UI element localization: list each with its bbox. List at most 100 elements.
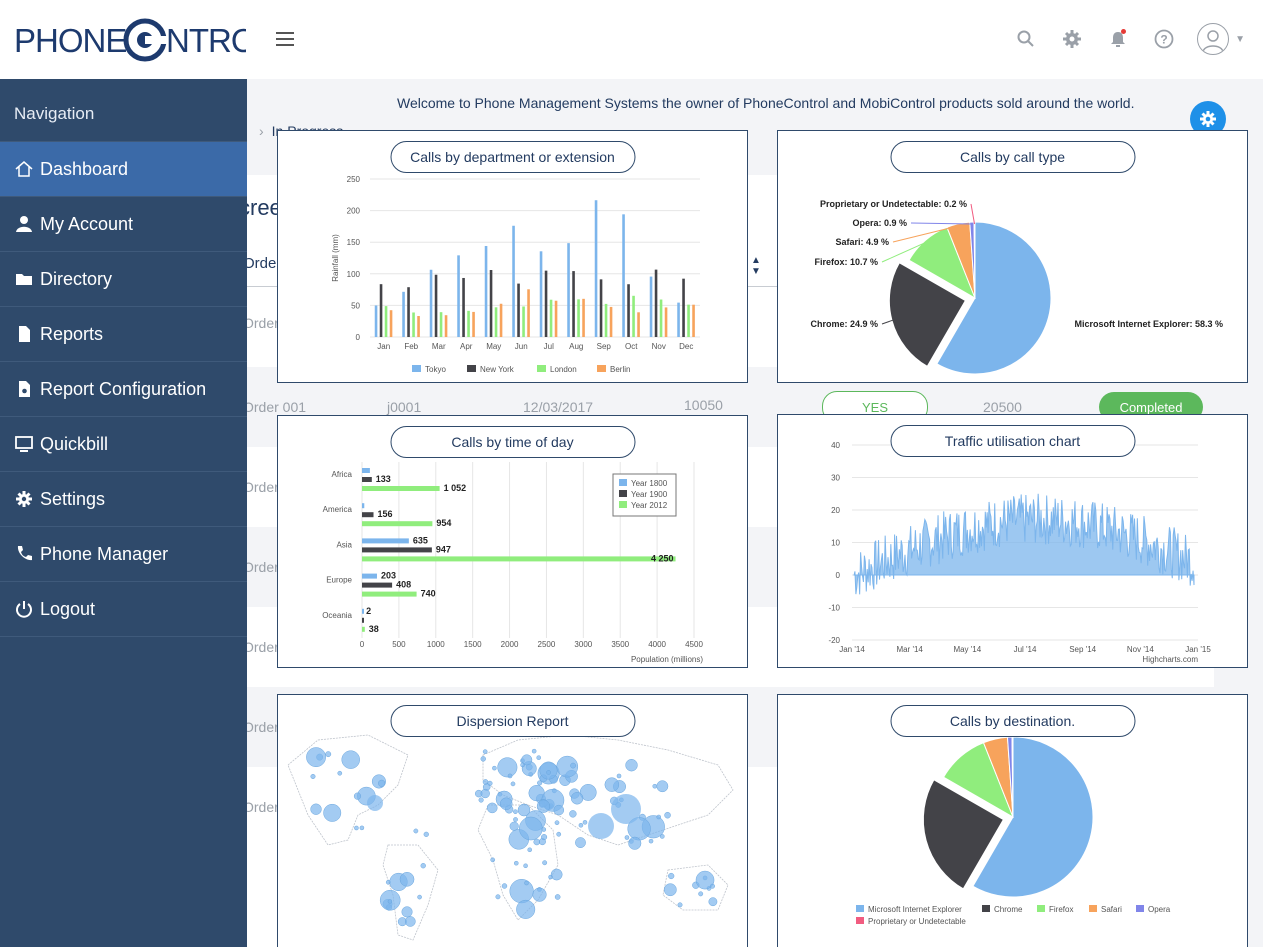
bar-tokyo (374, 305, 378, 337)
date-cell: 12/03/2017 (523, 399, 594, 415)
x-tick-label: 1500 (464, 640, 482, 649)
map-bubble (663, 883, 677, 897)
search-icon[interactable] (1013, 26, 1039, 52)
map-bubble (507, 773, 513, 779)
map-bubble (480, 788, 490, 799)
x-tick-label: 2000 (501, 640, 519, 649)
card-title-department[interactable]: Calls by department or extension (390, 141, 635, 173)
y-tick-label: 50 (351, 301, 360, 310)
table-row[interactable]: Order (247, 287, 1214, 367)
legend-label: Proprietary or Undetectable (868, 917, 966, 926)
bar-tokyo (484, 245, 488, 337)
table-row[interactable]: Order (247, 447, 1214, 527)
map-bubble (497, 757, 518, 778)
logo-mark: PHONE NTROL (14, 18, 274, 62)
gear-icon[interactable] (1059, 26, 1085, 52)
card-title-destination[interactable]: Calls by destination. (890, 705, 1135, 737)
bar-year-1900 (362, 477, 372, 482)
notification-dot (1121, 29, 1127, 34)
card-title-dispersion[interactable]: Dispersion Report (390, 705, 635, 737)
area-series (853, 493, 1195, 595)
data-label: 203 (381, 571, 396, 581)
x-tick-label: Nov '14 (1127, 645, 1154, 654)
top-bar: PHONE NTROL ? ▼ (0, 0, 1263, 79)
brand-logo[interactable]: PHONE NTROL (14, 16, 274, 64)
legend-swatch (1037, 905, 1045, 912)
bar-berlin (389, 310, 393, 337)
table-row[interactable]: Order (247, 607, 1214, 687)
sidebar-item-my-account[interactable]: My Account (0, 197, 247, 252)
map-bubble (378, 779, 386, 787)
bar-new-york (572, 271, 575, 337)
map-bubble (532, 887, 547, 902)
column-header-order[interactable]: Order (247, 255, 282, 272)
y-tick-label: Europe (326, 576, 352, 585)
data-label: Chrome: 24.9 % (810, 319, 878, 329)
y-tick-label: 200 (347, 207, 361, 216)
card-traffic-utilisation: 40 30 20 10 0 -10 -20 Jan '14 Mar '14 May '14 Jul … (777, 414, 1248, 668)
bell-icon[interactable] (1105, 26, 1131, 52)
bar-new-york (407, 287, 410, 337)
pie-slice-proprietary-or-undetectable (1011, 736, 1014, 818)
destination-pie-chart: Microsoft Internet Explorer Chrome Firefox… (856, 736, 1171, 926)
legend-label: Year 1800 (631, 479, 668, 488)
legend-label: Berlin (610, 365, 630, 374)
card-title-time[interactable]: Calls by time of day (390, 426, 635, 458)
help-icon[interactable]: ? (1151, 26, 1177, 52)
x-tick-label: Jan '15 (1185, 645, 1211, 654)
data-label: 947 (436, 544, 451, 554)
map-bubble (553, 804, 565, 816)
connector-line (881, 241, 927, 263)
map-bubble (353, 792, 362, 800)
map-bubble (492, 765, 497, 771)
data-label: Safari: 4.9 % (835, 237, 889, 247)
bar-berlin (582, 298, 585, 337)
user-avatar-icon (1197, 23, 1230, 55)
y-tick-label: -20 (828, 636, 840, 645)
x-tick-label: May (486, 342, 501, 351)
sidebar-item-settings[interactable]: Settings (0, 472, 247, 527)
map-bubble (521, 754, 533, 766)
bar-year-1900 (362, 547, 432, 553)
sort-icon[interactable]: ▲ ▼ (751, 255, 761, 277)
bar-new-york (379, 284, 383, 337)
pie-slice-chrome (922, 779, 1005, 890)
sidebar-item-phone-manager[interactable]: Phone Manager (0, 527, 247, 582)
map-bubble (341, 750, 360, 769)
y-tick-label: 100 (347, 270, 361, 279)
sidebar-item-reports[interactable]: Reports (0, 307, 247, 362)
card-title-traffic[interactable]: Traffic utilisation chart (890, 425, 1135, 457)
phone-icon (14, 544, 34, 564)
bar-berlin (609, 306, 613, 337)
pie-slice-microsoft-internet-explorer (972, 736, 1094, 898)
legend-swatch (412, 365, 421, 372)
map-bubble (420, 863, 426, 869)
map-bubble (310, 803, 322, 815)
map-bubble (546, 770, 551, 775)
map-bubble (582, 820, 588, 825)
card-title-call-type[interactable]: Calls by call type (890, 141, 1135, 173)
sidebar-item-logout[interactable]: Logout (0, 582, 247, 637)
sidebar-item-directory[interactable]: Directory (0, 252, 247, 307)
map-bubble (588, 813, 614, 839)
table-row[interactable]: Order (247, 767, 1214, 847)
legend-swatch (982, 905, 990, 912)
sidebar-item-quickbill[interactable]: Quickbill (0, 417, 247, 472)
connector-line (1038, 316, 1047, 325)
bar-tokyo (594, 200, 598, 337)
sidebar-item-dashboard[interactable]: Dashboard (0, 142, 247, 197)
map-bubble (624, 835, 630, 840)
home-icon (14, 159, 34, 179)
bar-berlin (472, 311, 475, 337)
y-tick-label: 150 (347, 238, 361, 247)
bar-london (439, 312, 443, 337)
bar-berlin (664, 307, 668, 337)
bar-berlin (417, 316, 420, 337)
map-bubble (656, 814, 661, 820)
map-bubble (482, 749, 488, 754)
sidebar-item-report-configuration[interactable]: Report Configuration (0, 362, 247, 417)
user-icon (14, 214, 34, 234)
legend-label: Year 2012 (631, 501, 668, 510)
menu-toggle-button[interactable] (276, 32, 294, 46)
user-menu[interactable]: ▼ (1197, 23, 1245, 55)
